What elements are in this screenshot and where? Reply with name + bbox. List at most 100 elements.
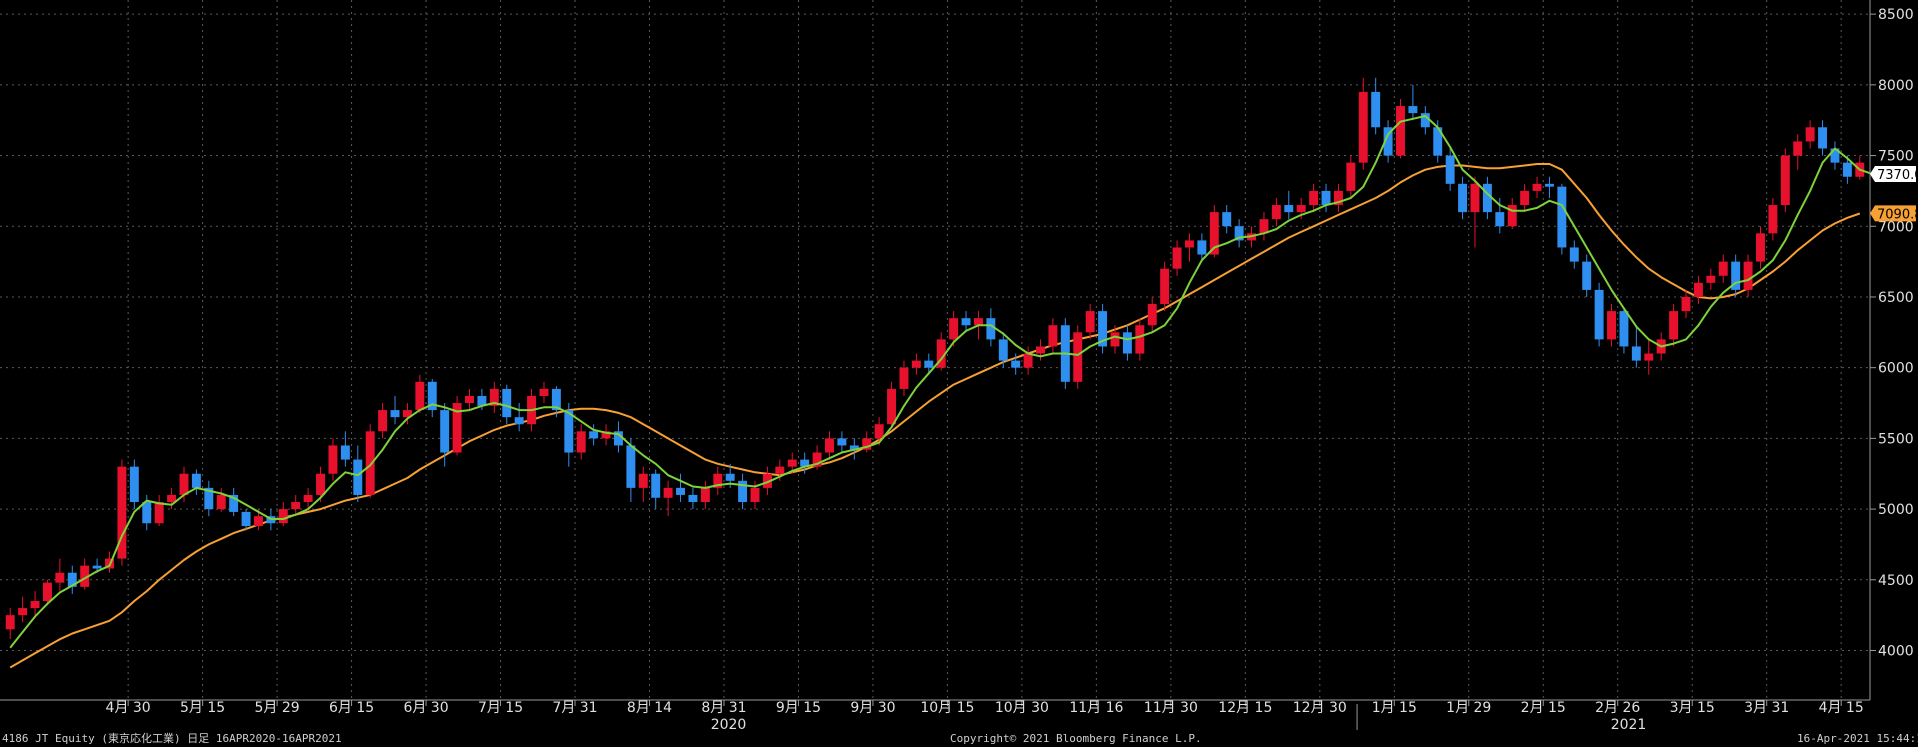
candle-body [1693,282,1703,297]
candle-body [1110,332,1120,347]
candle-body [452,403,462,453]
y-tick-label: 5500 [1878,431,1914,447]
candle-body [514,417,524,425]
candle-body [1160,268,1170,305]
candle-body [1023,353,1033,368]
x-tick-label: 11月 30 [1144,700,1198,716]
candle-body [1408,106,1418,114]
candle-body [1036,346,1045,354]
candle-body [502,388,512,418]
candle-body [1731,261,1741,290]
candle-body [539,388,549,396]
moving-average-long-line [9,163,1861,669]
candle-body [1830,148,1840,163]
candle-body [278,509,288,524]
candle-body [378,410,388,432]
candle-body [1073,332,1083,382]
candle-body [440,410,450,453]
candle-body [1222,212,1232,227]
candle-body [1669,311,1679,340]
moving-average-short-layer [9,115,1873,649]
candle-body [1098,311,1108,347]
candle-body [1470,183,1480,213]
candle-body [688,494,698,503]
candle-body [1321,190,1331,206]
x-tick-label: 10月 15 [920,700,974,716]
candle-body [849,445,859,450]
x-tick-label: 7月 31 [552,700,597,716]
candle-body [1197,240,1207,255]
candle-body [1582,261,1592,290]
candle-body [42,582,52,602]
candle-body [576,431,586,453]
x-tick-label: 5月 29 [255,700,300,716]
candle-body [651,473,661,498]
x-tick-label: 2月 26 [1595,700,1640,716]
x-tick-label: 5月 15 [180,700,225,716]
candle-body [154,502,164,524]
candle-body [787,459,797,467]
candle-body [676,487,685,495]
candle-body [1805,127,1815,142]
candle-body [477,395,487,406]
candle-body [825,438,834,453]
candle-body [1309,190,1319,206]
candle-body [1259,219,1269,234]
candle-body [229,494,239,512]
x-tick-label: 7月 15 [478,700,523,716]
candle-body [551,388,561,411]
last-price-marker-box [1870,165,1916,182]
candle-body [427,381,437,411]
year-label: 2021 [1611,717,1647,733]
security-caption: 4186 JT Equity (東京応化工業) 日足 16APR2020-16A… [2,732,342,745]
y-tick-label: 8000 [1878,78,1914,94]
candle-body [353,459,363,495]
y-tick-label: 8500 [1878,7,1914,23]
candle-body [489,388,499,406]
y-tick-label: 6000 [1878,361,1914,377]
candle-body [762,473,772,488]
y-tick-label: 7500 [1878,149,1914,165]
candle-body [1333,190,1343,206]
candle-body [874,424,884,439]
candle-body [1718,261,1728,276]
candle-body [390,410,400,418]
x-tick-label: 11月 16 [1069,700,1123,716]
candle-body [18,608,28,616]
candle-body [837,438,847,446]
candle-body [254,516,263,527]
x-tick-label: 12月 30 [1293,700,1347,716]
candle-body [613,431,623,446]
candle-body [986,318,996,340]
candle-body [750,487,760,503]
candle-body [303,494,313,503]
candle-body [1048,325,1058,347]
moving-average-short-line [9,115,1873,649]
candle-body [1532,183,1542,191]
candle-body [402,410,412,418]
candle-body [1346,162,1356,191]
candle-body [1358,91,1368,163]
candle-body [415,381,425,411]
candle-body [1842,162,1852,177]
candle-body [142,502,152,524]
last-price-marker: 7370.0 [1870,165,1918,183]
candle-body [1780,155,1790,206]
candle-body [129,466,139,503]
candle-body [998,339,1008,361]
x-tick-label: 2月 15 [1521,700,1566,716]
x-tick-label: 6月 30 [403,700,448,716]
candle-body [191,473,201,488]
candle-body [1371,91,1381,128]
candle-body [1147,304,1157,326]
candle-body [92,565,102,569]
last-price-marker-label: 7370.0 [1877,168,1918,183]
candle-body [738,480,748,503]
candle-body [1085,311,1095,333]
x-tick-label: 1月 15 [1372,700,1417,716]
candle-body [1520,190,1530,206]
candle-body [725,473,735,481]
candle-body [1607,311,1616,340]
x-tick-label: 1月 29 [1446,700,1491,716]
